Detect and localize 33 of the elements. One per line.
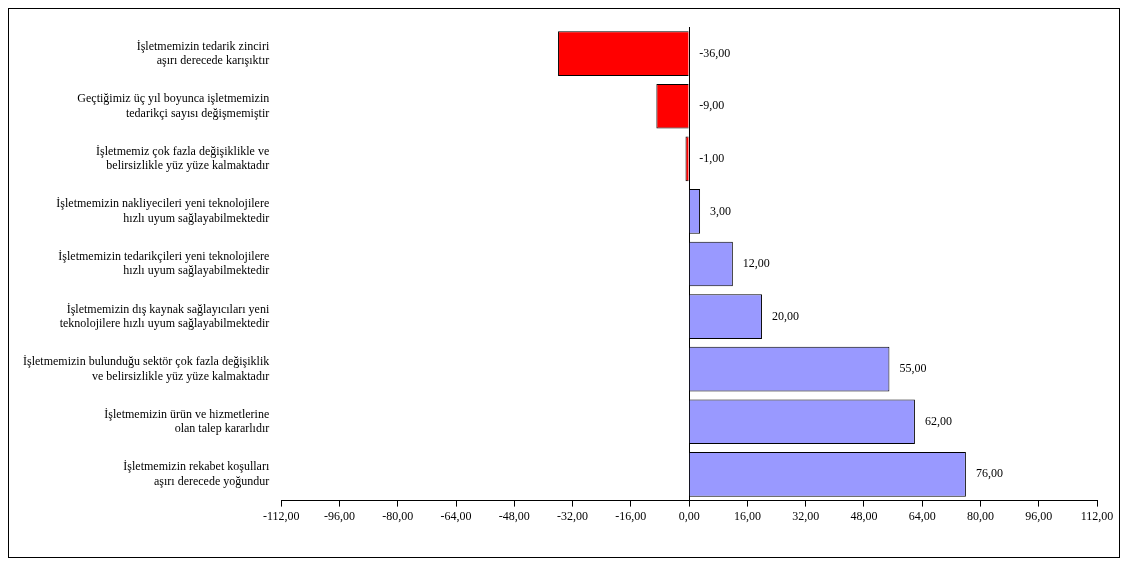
y-tick-label: İşletmemizin dış kaynak sağlayıcıları yeni teknolojilere hızlı uyum sağlayabilmektedir: [59, 301, 270, 330]
data-label: 76,00: [975, 466, 1003, 481]
data-label: 12,00: [742, 256, 770, 271]
x-tick-label: 96,00: [1025, 508, 1053, 523]
x-tick-label: 80,00: [966, 508, 994, 523]
y-tick-label: İşletmemizin tedarikçileri yeni teknolojilere hızlı uyum sağlayabilmektedir: [58, 248, 270, 278]
x-tick-label: -112,00: [262, 508, 300, 523]
x-tick-label: -80,00: [382, 508, 414, 523]
data-label: -9,00: [699, 98, 725, 113]
data-label: 20,00: [771, 308, 799, 323]
y-tick-label: İşletmemizin tedarik zinciri aşırı derecede karışıktır: [136, 38, 270, 68]
data-label: -36,00: [699, 45, 731, 60]
data-label: 55,00: [899, 361, 927, 376]
data-label: 62,00: [924, 413, 952, 428]
x-tick-label: 0,00: [678, 508, 700, 523]
data-label: -1,00: [699, 151, 725, 165]
x-tick-label: -48,00: [498, 508, 530, 523]
y-tick-label: İşletmemizin bulunduğu sektör çok fazla değişiklik ve belirsizlikle yüz yüze kalmaktadır: [22, 354, 270, 383]
y-tick-label: İşletmemizin rekabet koşulları aşırı derecede yoğundur: [123, 459, 270, 488]
x-tick-label: -16,00: [615, 508, 647, 523]
x-tick-label: 32,00: [792, 508, 820, 523]
y-tick-label: İşletmemiz çok fazla değişiklikle ve belirsizlikle yüz yüze kalmaktadır: [95, 143, 270, 173]
x-tick-label: -32,00: [557, 508, 589, 523]
x-tick-label: -64,00: [440, 508, 472, 523]
x-tick-label: -96,00: [324, 508, 356, 523]
x-tick-label: 64,00: [908, 508, 936, 523]
y-tick-label: Geçtiğimiz üç yıl boyunca işletmemizin tedarikçi sayısı değişmemiştir: [77, 91, 270, 120]
data-label: 3,00: [710, 203, 732, 218]
x-tick-label: 16,00: [733, 508, 761, 523]
y-tick-label: İşletmemizin ürün ve hizmetlerine olan talep kararlıdır: [104, 406, 270, 436]
x-tick-label: 112,00: [1080, 508, 1114, 523]
y-tick-label: İşletmemizin nakliyecileri yeni teknolojilere hızlı uyum sağlayabilmektedir: [56, 196, 270, 225]
x-tick-label: 48,00: [850, 508, 878, 523]
